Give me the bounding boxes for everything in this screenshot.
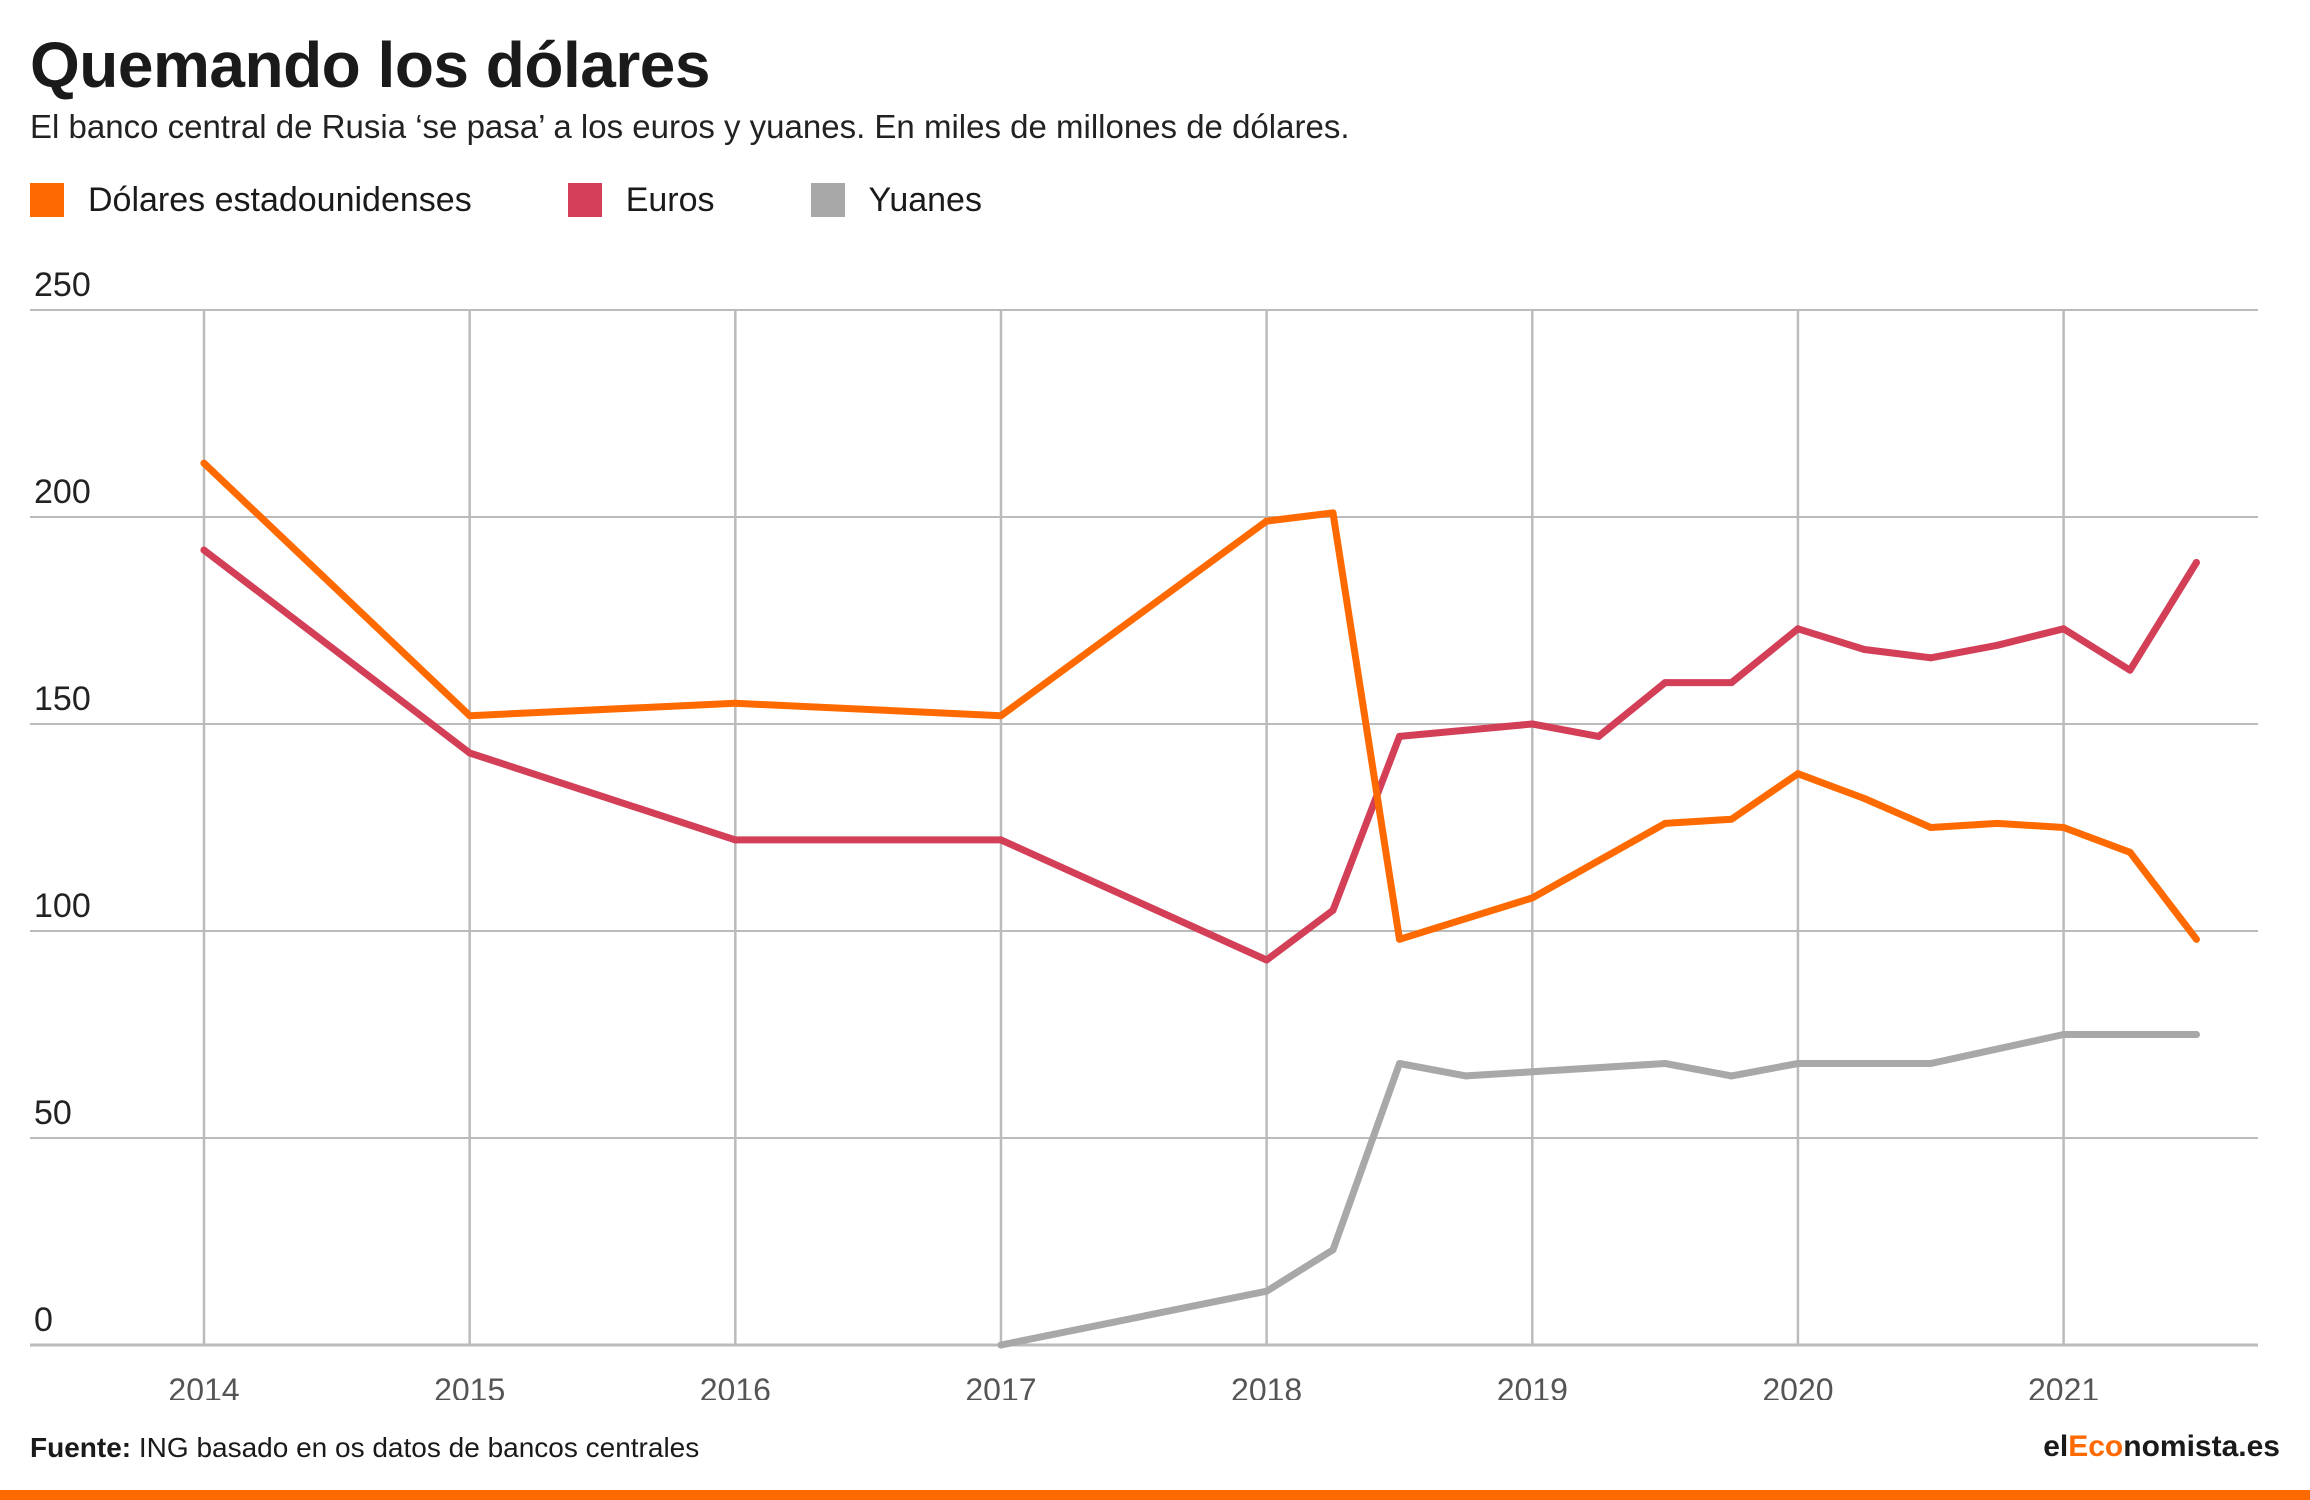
data-point-usd: [2060, 824, 2068, 831]
data-point-cny: [2060, 1031, 2068, 1038]
legend-swatch-usd: [30, 183, 64, 217]
data-point-cny: [1396, 1060, 1403, 1067]
data-point-usd: [1860, 795, 1868, 802]
data-point-eur: [1595, 732, 1603, 740]
data-point-cny: [997, 1341, 1005, 1349]
legend-label-cny: Yuanes: [868, 180, 982, 219]
y-tick-label: 50: [34, 1094, 72, 1132]
series-line-eur: [200, 546, 2200, 964]
x-tick-label: 2020: [1762, 1372, 1833, 1400]
legend-swatch-cny: [810, 183, 845, 217]
x-tick-label: 2016: [700, 1372, 771, 1400]
data-point-eur: [731, 836, 739, 844]
chart-title: Quemando los dólares: [30, 29, 710, 101]
x-tick-label: 2019: [1497, 1372, 1568, 1400]
data-point-cny: [1728, 1072, 1735, 1080]
data-point-usd: [200, 459, 208, 467]
data-point-cny: [1462, 1072, 1470, 1080]
x-tick-label: 2021: [2028, 1372, 2099, 1400]
data-point-usd: [1396, 935, 1403, 943]
series-line-cny: [997, 1031, 2200, 1349]
data-point-usd: [1728, 815, 1735, 823]
data-point-cny: [1528, 1068, 1536, 1076]
data-point-eur: [1728, 679, 1735, 687]
logo-part-3: nomista.es: [2123, 1430, 2280, 1463]
data-point-cny: [1860, 1060, 1868, 1067]
data-point-eur: [1329, 906, 1337, 914]
data-point-eur: [1661, 679, 1669, 687]
data-point-cny: [1927, 1060, 1935, 1067]
data-point-eur: [1528, 720, 1536, 728]
source-note: Fuente: ING basado en os datos de bancos…: [30, 1432, 699, 1464]
legend-label-eur: Euros: [625, 180, 715, 219]
y-tick-label: 100: [34, 887, 91, 925]
data-point-cny: [1329, 1246, 1337, 1254]
data-point-eur: [466, 749, 474, 757]
line-chart: 0 50 100 150 200 250 2014 2015 2016 2017 2018 2019 2…: [30, 266, 2258, 1400]
data-point-eur: [2060, 625, 2068, 633]
data-point-eur: [997, 836, 1005, 844]
y-tick-label: 0: [34, 1301, 53, 1339]
x-tick-label: 2017: [965, 1372, 1036, 1400]
y-tick-label: 250: [34, 266, 91, 304]
data-point-usd: [2126, 848, 2134, 856]
data-point-eur: [1860, 646, 1868, 653]
data-point-cny: [1263, 1287, 1271, 1295]
logo-part-1: el: [2043, 1430, 2069, 1463]
data-point-eur: [2126, 666, 2134, 674]
data-point-cny: [1661, 1060, 1669, 1067]
data-point-usd: [1927, 824, 1935, 831]
data-point-cny: [2192, 1031, 2200, 1038]
data-point-usd: [1661, 819, 1669, 827]
source-text: ING basado en os datos de bancos central…: [131, 1432, 700, 1463]
data-point-usd: [2192, 935, 2200, 943]
data-point-usd: [1993, 819, 2001, 827]
legend-item-eur[interactable]: Euros: [567, 180, 715, 220]
data-point-usd: [466, 712, 474, 720]
data-point-eur: [200, 546, 208, 554]
legend-item-usd[interactable]: Dólares estadounidenses: [30, 181, 472, 220]
data-point-cny: [1794, 1060, 1802, 1067]
x-tick-label: 2014: [168, 1372, 239, 1400]
y-tick-label: 200: [34, 473, 91, 511]
data-point-eur: [2192, 559, 2200, 566]
legend: Dólares estadounidenses Euros Yuanes: [30, 178, 1078, 222]
series-line-usd: [200, 459, 2200, 943]
y-tick-label: 150: [34, 680, 91, 718]
legend-label-usd: Dólares estadounidenses: [88, 180, 472, 219]
x-tick-label: 2018: [1231, 1372, 1302, 1400]
data-point-usd: [1329, 509, 1337, 517]
source-label: Fuente:: [30, 1432, 132, 1463]
data-point-usd: [1263, 517, 1271, 525]
data-point-usd: [1528, 894, 1536, 902]
x-tick-label: 2015: [434, 1372, 505, 1400]
data-point-usd: [1794, 770, 1802, 778]
data-point-eur: [1993, 641, 2001, 649]
data-point-eur: [1794, 625, 1802, 633]
logo-part-2: Eco: [2068, 1430, 2124, 1463]
legend-item-cny[interactable]: Yuanes: [810, 180, 982, 220]
data-point-eur: [1927, 654, 1935, 662]
accent-bar: [0, 1490, 2310, 1500]
chart-subtitle: El banco central de Rusia ‘se pasa’ a lo…: [30, 108, 1350, 145]
data-point-usd: [997, 712, 1005, 720]
legend-swatch-eur: [567, 183, 602, 217]
data-point-eur: [1263, 956, 1271, 964]
publisher-logo[interactable]: elEconomista.es: [2043, 1430, 2280, 1464]
data-point-eur: [1396, 732, 1403, 740]
data-point-usd: [731, 699, 739, 707]
